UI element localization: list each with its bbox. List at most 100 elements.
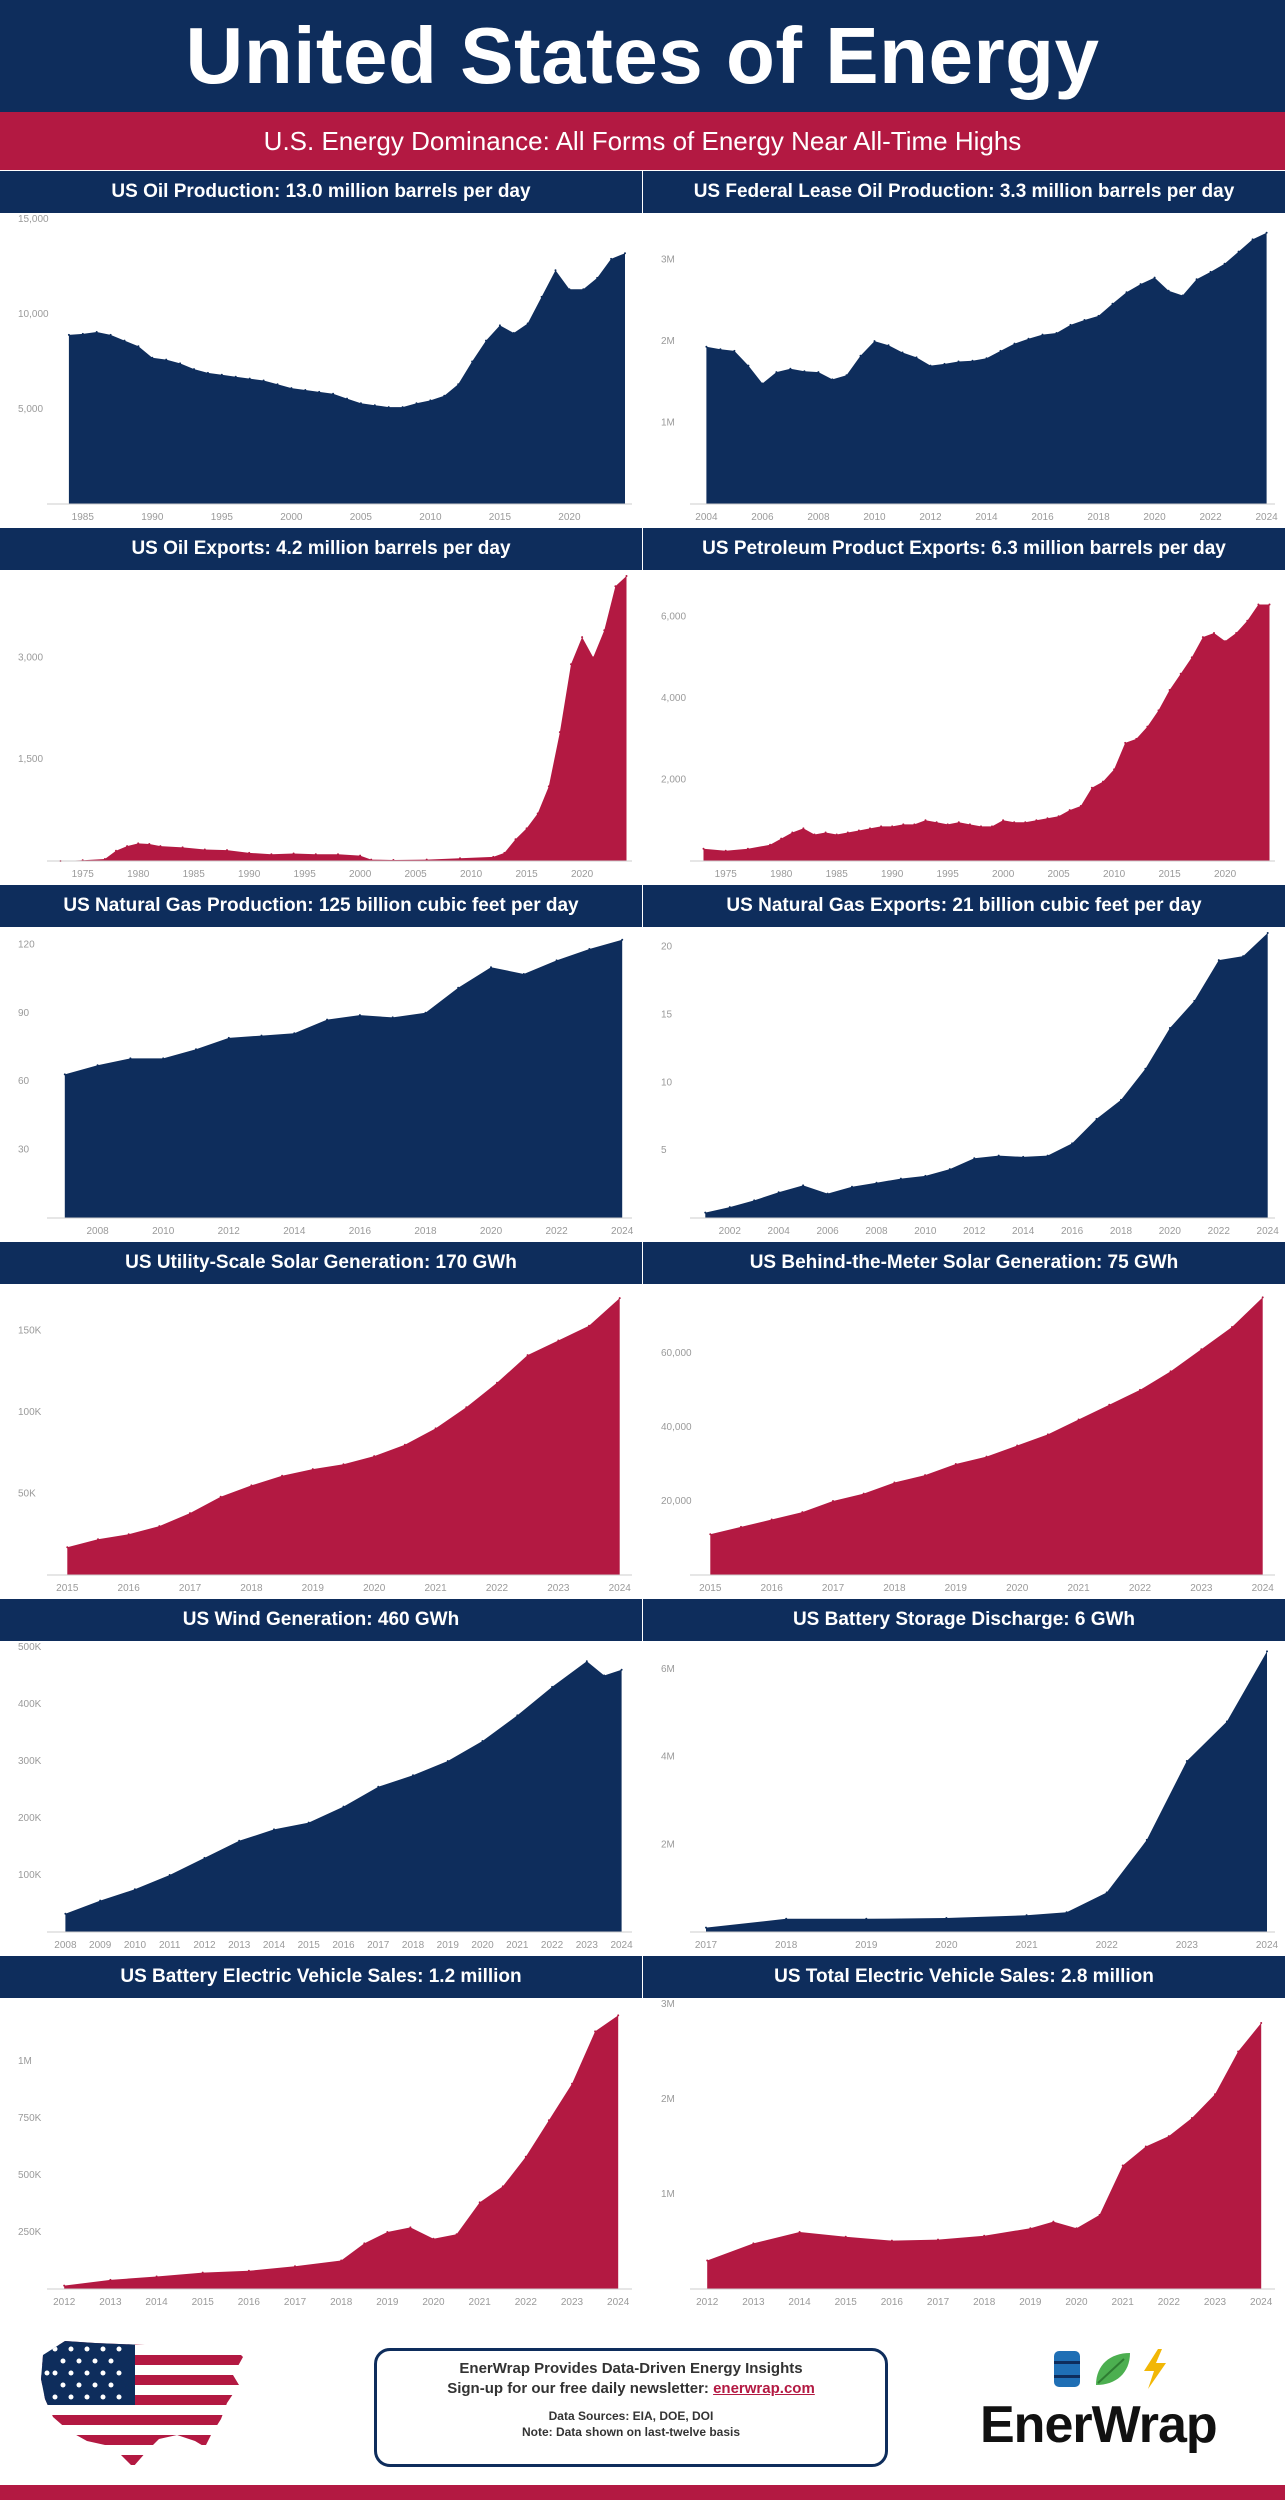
x-tick-label: 2024 <box>1256 1940 1279 1951</box>
x-tick-label: 2011 <box>159 1940 181 1951</box>
area-series <box>705 933 1268 1218</box>
data-point <box>802 827 805 830</box>
data-point <box>943 362 946 365</box>
data-point <box>193 368 195 371</box>
chart-title: US Petroleum Product Exports: 6.3 millio… <box>643 528 1285 570</box>
data-point <box>780 837 783 840</box>
y-tick-label: 60 <box>18 1076 30 1087</box>
y-tick-label: 20,000 <box>661 1496 692 1507</box>
data-point <box>985 1455 988 1458</box>
data-point <box>337 853 339 856</box>
y-tick-label: 100K <box>18 1407 42 1418</box>
data-point <box>991 825 993 828</box>
chart-panel: US Oil Production: 13.0 million barrels … <box>0 171 642 528</box>
data-point <box>503 851 506 854</box>
data-sources: Data Sources: EIA, DOE, DOI <box>548 2409 714 2423</box>
x-tick-label: 2014 <box>788 2297 811 2308</box>
data-point <box>492 855 495 858</box>
data-point <box>340 2259 343 2262</box>
data-point <box>1046 1154 1049 1157</box>
data-point <box>1013 342 1016 345</box>
data-point <box>618 1297 621 1300</box>
x-tick-label: 2004 <box>768 1226 791 1237</box>
data-point <box>1105 1891 1108 1894</box>
data-point <box>127 1533 130 1536</box>
data-point <box>585 1660 588 1663</box>
data-point <box>250 1484 253 1487</box>
bottom-stripe <box>0 2485 1285 2500</box>
x-tick-label: 2010 <box>863 512 886 523</box>
newsletter-link[interactable]: enerwrap.com <box>713 2380 815 2397</box>
data-point <box>571 2082 573 2085</box>
data-point <box>1266 932 1269 934</box>
area-chart: 2,000 4,000 6,000 1975 1980 1985 1990 1995 2000 2… <box>661 603 1275 880</box>
x-tick-label: 1990 <box>881 869 904 880</box>
chart-title: US Utility-Scale Solar Generation: 170 G… <box>0 1242 642 1284</box>
data-point <box>891 825 894 828</box>
x-tick-label: 2023 <box>561 2297 584 2308</box>
data-point <box>401 406 404 409</box>
x-tick-label: 2016 <box>1061 1226 1084 1237</box>
data-point <box>522 973 525 975</box>
data-point <box>359 854 362 857</box>
data-point <box>844 2235 847 2238</box>
data-point <box>434 1427 437 1430</box>
x-tick-label: 2020 <box>558 512 581 523</box>
data-point <box>733 349 736 352</box>
data-point <box>248 377 251 380</box>
y-tick-label: 60,000 <box>661 1348 692 1359</box>
data-point <box>1041 333 1044 336</box>
data-point <box>1057 815 1060 818</box>
x-tick-label: 2020 <box>1159 1226 1182 1237</box>
x-tick-label: 2024 <box>607 2297 630 2308</box>
y-tick-label: 4M <box>661 1752 675 1763</box>
data-point <box>954 1463 957 1465</box>
data-point <box>238 1839 241 1842</box>
x-tick-label: 2019 <box>855 1940 878 1951</box>
x-tick-label: 2015 <box>1158 869 1181 880</box>
chart-panel: US Total Electric Vehicle Sales: 2.8 mil… <box>643 1956 1285 2313</box>
data-point <box>592 656 595 659</box>
x-tick-label: 2010 <box>1103 869 1126 880</box>
y-tick-label: 100K <box>18 1870 42 1881</box>
data-point <box>512 332 515 334</box>
area-series <box>703 604 1270 861</box>
leaf-icon <box>1096 2353 1130 2385</box>
data-point <box>1077 1418 1080 1421</box>
area-chart: 50K 100K 150K 2015 2016 2017 2018 2019 2020 2021 2… <box>18 1297 632 1594</box>
data-point <box>1157 709 1160 712</box>
data-point <box>948 1168 951 1171</box>
chart-panel: US Natural Gas Production: 125 billion c… <box>0 885 642 1242</box>
x-tick-label: 2000 <box>280 512 303 523</box>
x-tick-label: 2017 <box>927 2297 950 2308</box>
data-note: Note: Data shown on last-twelve basis <box>521 2425 741 2439</box>
data-point <box>588 948 591 950</box>
data-point <box>831 378 834 381</box>
y-tick-label: 20 <box>661 942 673 953</box>
data-point <box>1237 2050 1240 2053</box>
data-point <box>304 389 307 391</box>
data-point <box>1013 821 1016 824</box>
x-tick-label: 2024 <box>610 1940 633 1951</box>
data-point <box>851 1185 853 1188</box>
data-point <box>1268 603 1271 606</box>
area-chart: 1,500 3,000 1975 1980 1985 1990 1995 2000 2005 20… <box>18 575 632 880</box>
x-tick-label: 2015 <box>515 869 538 880</box>
x-tick-label: 2018 <box>883 1583 906 1594</box>
data-point <box>359 402 362 405</box>
data-point <box>409 2226 412 2229</box>
page-subtitle: U.S. Energy Dominance: All Forms of Ener… <box>0 112 1285 170</box>
data-point <box>1146 725 1149 728</box>
data-point <box>617 2014 620 2017</box>
data-point <box>1167 289 1170 292</box>
data-point <box>791 831 794 834</box>
data-point <box>1046 817 1049 820</box>
x-tick-label: 2019 <box>376 2297 399 2308</box>
x-tick-label: 2019 <box>437 1940 460 1951</box>
x-tick-label: 2019 <box>945 1583 968 1594</box>
x-tick-label: 2008 <box>865 1226 888 1237</box>
area-series <box>706 232 1267 505</box>
lightning-icon <box>1144 2349 1166 2389</box>
data-point <box>415 402 418 405</box>
data-point <box>326 1018 329 1021</box>
